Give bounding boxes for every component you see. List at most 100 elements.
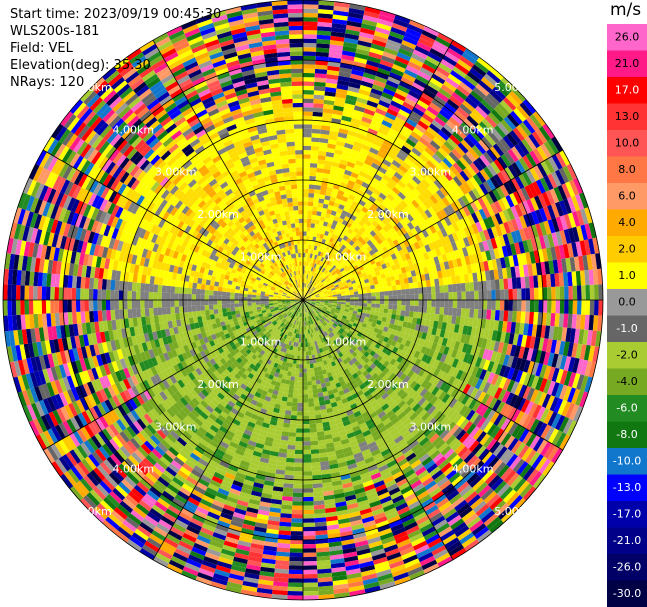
velocity-gate — [513, 107, 527, 122]
velocity-gate — [353, 182, 362, 190]
velocity-gate — [314, 410, 322, 416]
velocity-gate — [469, 300, 475, 309]
velocity-gate — [371, 162, 381, 171]
velocity-gate — [490, 109, 504, 123]
velocity-gate — [320, 272, 325, 277]
velocity-gate — [320, 261, 325, 267]
velocity-gate — [289, 552, 303, 558]
velocity-gate — [348, 157, 357, 164]
velocity-gate — [427, 265, 433, 274]
velocity-gate — [376, 238, 383, 245]
velocity-gate — [303, 68, 316, 74]
velocity-gate — [500, 153, 512, 167]
velocity-gate — [328, 200, 335, 207]
velocity-gate — [323, 244, 328, 250]
velocity-gate — [397, 294, 402, 300]
velocity-gate — [460, 121, 473, 134]
velocity-gate — [435, 247, 442, 257]
velocity-gate — [466, 115, 479, 128]
velocity-gate — [322, 108, 334, 114]
velocity-gate — [350, 190, 358, 197]
velocity-gate — [348, 7, 365, 15]
velocity-gate — [489, 146, 501, 159]
velocity-gate — [506, 113, 520, 128]
velocity-gate — [342, 146, 352, 154]
velocity-gate — [314, 184, 322, 190]
velocity-gate — [322, 234, 328, 240]
velocity-gate — [402, 35, 418, 46]
velocity-gate — [307, 389, 313, 395]
velocity-gate — [362, 296, 368, 300]
velocity-gate — [425, 258, 432, 267]
velocity-gate — [386, 193, 395, 202]
velocity-gate — [311, 137, 320, 143]
velocity-gate — [528, 133, 541, 149]
velocity-gate — [365, 64, 379, 72]
velocity-gate — [329, 40, 344, 46]
velocity-gate — [286, 449, 296, 455]
velocity-gate — [534, 236, 542, 251]
velocity-gate — [377, 18, 394, 27]
velocity-gate — [369, 268, 375, 274]
velocity-gate — [387, 266, 393, 273]
velocity-gate — [314, 513, 326, 519]
velocity-gate — [361, 272, 367, 277]
velocity-gate — [349, 289, 354, 293]
velocity-gate — [285, 462, 295, 467]
velocity-gate — [539, 221, 548, 236]
velocity-gate — [370, 88, 383, 96]
velocity-gate — [310, 436, 318, 442]
velocity-gate — [303, 479, 313, 485]
velocity-gate — [469, 282, 475, 292]
velocity-gate — [443, 140, 455, 152]
velocity-gate — [551, 154, 563, 170]
velocity-gate — [352, 65, 366, 73]
velocity-gate — [346, 134, 356, 141]
velocity-gate — [304, 291, 306, 296]
velocity-gate — [307, 253, 311, 258]
velocity-gate — [306, 293, 310, 298]
velocity-gate — [430, 306, 436, 314]
velocity-gate — [466, 133, 479, 146]
velocity-gate — [344, 169, 353, 176]
velocity-gate — [382, 239, 390, 247]
velocity-gate — [437, 255, 444, 264]
velocity-gate — [472, 272, 478, 283]
velocity-gate — [315, 379, 321, 385]
velocity-gate — [388, 147, 399, 157]
velocity-gate — [332, 291, 337, 294]
velocity-gate — [410, 163, 421, 173]
velocity-gate — [320, 284, 325, 289]
velocity-gate — [303, 428, 310, 433]
velocity-gate — [545, 274, 552, 288]
velocity-gate — [512, 254, 519, 267]
velocity-gate — [439, 209, 448, 219]
velocity-gate — [429, 225, 437, 234]
velocity-gate — [355, 259, 361, 265]
velocity-gate — [468, 273, 474, 283]
velocity-gate — [313, 277, 317, 282]
velocity-gate — [324, 195, 331, 201]
velocity-gate — [286, 397, 293, 403]
velocity-gate — [378, 192, 387, 201]
velocity-gate — [314, 293, 319, 296]
velocity-gate — [420, 191, 430, 201]
velocity-gate — [386, 108, 399, 117]
velocity-gate — [416, 275, 422, 282]
velocity-gate — [383, 286, 389, 292]
velocity-gate — [347, 281, 352, 286]
velocity-gate — [522, 155, 534, 170]
velocity-gate — [345, 94, 358, 102]
velocity-gate — [426, 105, 439, 117]
velocity-gate — [529, 287, 535, 300]
velocity-gate — [485, 250, 492, 261]
velocity-gate — [455, 128, 467, 140]
velocity-gate — [345, 29, 360, 36]
velocity-gate — [327, 272, 332, 278]
velocity-gate — [497, 156, 508, 170]
velocity-gate — [286, 457, 295, 463]
velocity-gate — [290, 526, 303, 532]
velocity-gate — [395, 136, 406, 146]
velocity-gate — [328, 261, 333, 267]
velocity-gate — [453, 249, 461, 259]
